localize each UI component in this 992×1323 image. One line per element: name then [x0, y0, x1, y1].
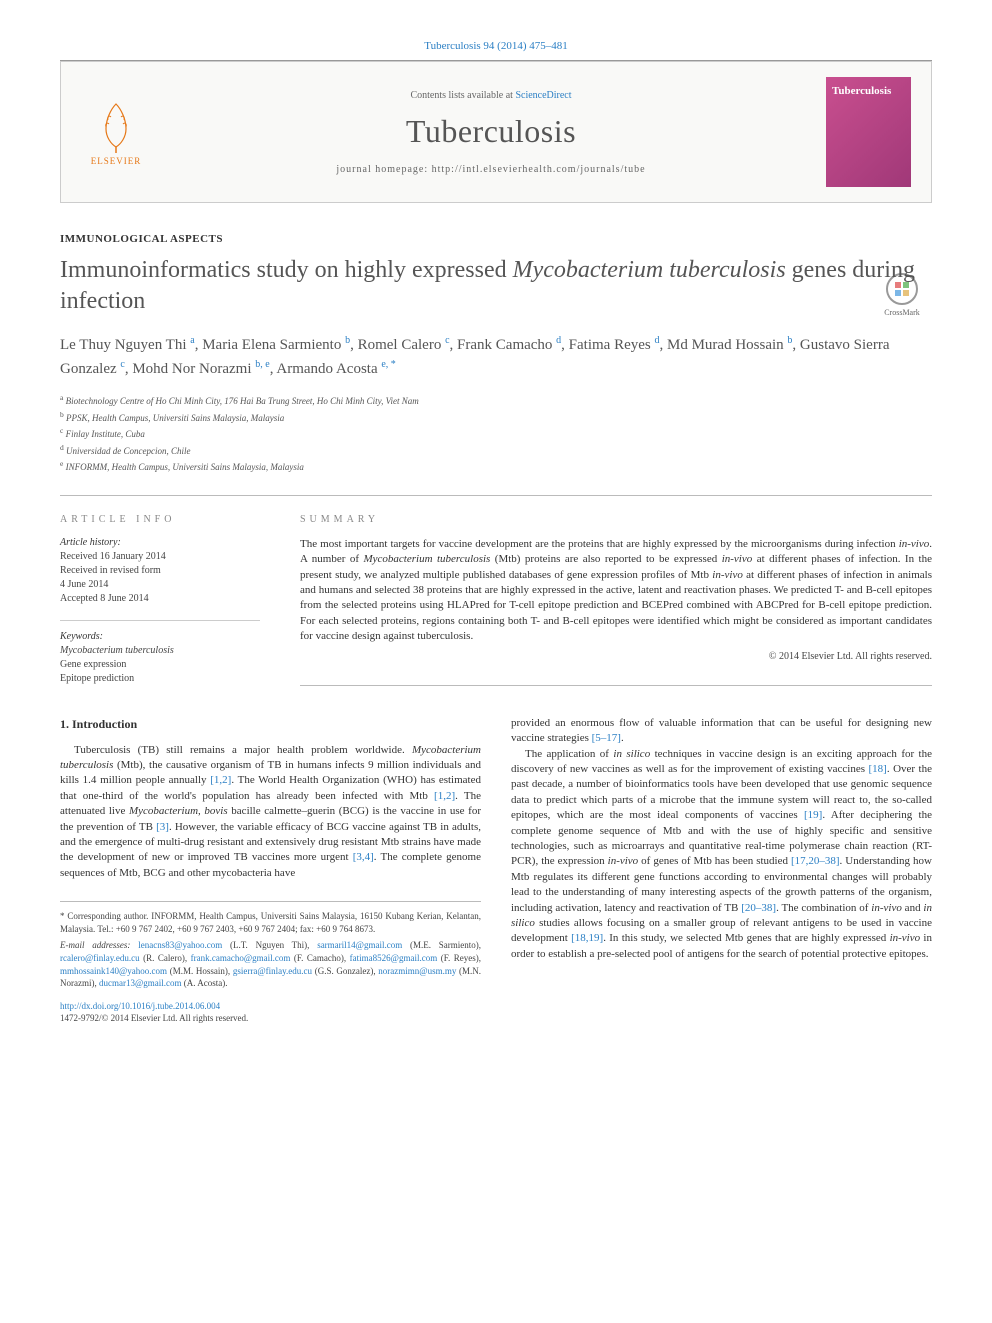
history-item: 4 June 2014: [60, 578, 260, 592]
journal-title: Tuberculosis: [171, 113, 811, 150]
summary-copyright: © 2014 Elsevier Ltd. All rights reserved…: [300, 651, 932, 662]
journal-homepage: journal homepage: http://intl.elsevierhe…: [171, 164, 811, 175]
cover-title: Tuberculosis: [832, 85, 891, 97]
affiliation-item: c Finlay Institute, Cuba: [60, 425, 932, 442]
doi-block: http://dx.doi.org/10.1016/j.tube.2014.06…: [60, 1000, 481, 1025]
divider: [60, 620, 260, 621]
affiliations-list: a Biotechnology Centre of Ho Chi Minh Ci…: [60, 392, 932, 475]
article-info-sidebar: ARTICLE INFO Article history: Received 1…: [60, 514, 260, 686]
elsevier-tree-icon: [91, 99, 141, 154]
journal-cover-thumbnail: Tuberculosis: [826, 77, 911, 187]
sciencedirect-link[interactable]: ScienceDirect: [515, 90, 571, 101]
emails-label: E-mail addresses:: [60, 940, 130, 950]
intro-heading: 1. Introduction: [60, 716, 481, 733]
elsevier-logo: ELSEVIER: [81, 92, 151, 172]
crossmark-label: CrossMark: [872, 308, 932, 317]
history-item: Received in revised form: [60, 564, 260, 578]
intro-para-2: provided an enormous flow of valuable in…: [511, 716, 932, 747]
corresponding-author-block: * Corresponding author. INFORMM, Health …: [60, 901, 481, 990]
contents-prefix: Contents lists available at: [410, 90, 515, 101]
journal-header: ELSEVIER Contents lists available at Sci…: [60, 61, 932, 203]
affiliation-item: e INFORMM, Health Campus, Universiti Sai…: [60, 458, 932, 475]
summary-heading: SUMMARY: [300, 514, 932, 525]
article-info-heading: ARTICLE INFO: [60, 514, 260, 525]
article-title: Immunoinformatics study on highly expres…: [60, 255, 932, 317]
affiliation-item: b PPSK, Health Campus, Universiti Sains …: [60, 409, 932, 426]
section-label: IMMUNOLOGICAL ASPECTS: [60, 233, 932, 245]
keywords-heading: Keywords:: [60, 631, 260, 642]
keyword-item: Mycobacterium tuberculosis: [60, 644, 260, 658]
corr-text: * Corresponding author. INFORMM, Health …: [60, 910, 481, 935]
column-left: 1. Introduction Tuberculosis (TB) still …: [60, 716, 481, 1025]
history-item: Received 16 January 2014: [60, 550, 260, 564]
history-heading: Article history:: [60, 537, 260, 548]
keyword-item: Gene expression: [60, 658, 260, 672]
column-right: provided an enormous flow of valuable in…: [511, 716, 932, 1025]
elsevier-label: ELSEVIER: [91, 156, 142, 166]
affiliation-item: a Biotechnology Centre of Ho Chi Minh Ci…: [60, 392, 932, 409]
keyword-item: Epitope prediction: [60, 672, 260, 686]
intro-para-3: The application of in silico techniques …: [511, 747, 932, 962]
summary-column: SUMMARY The most important targets for v…: [300, 514, 932, 686]
summary-text: The most important targets for vaccine d…: [300, 537, 932, 645]
issn-copyright: 1472-9792/© 2014 Elsevier Ltd. All right…: [60, 1013, 248, 1023]
citation-line: Tuberculosis 94 (2014) 475–481: [60, 40, 932, 52]
intro-para-1: Tuberculosis (TB) still remains a major …: [60, 743, 481, 882]
authors-list: Le Thuy Nguyen Thi a, Maria Elena Sarmie…: [60, 333, 932, 380]
doi-link[interactable]: http://dx.doi.org/10.1016/j.tube.2014.06…: [60, 1001, 220, 1011]
history-item: Accepted 8 June 2014: [60, 592, 260, 606]
contents-line: Contents lists available at ScienceDirec…: [171, 90, 811, 101]
affiliation-item: d Universidad de Concepcion, Chile: [60, 442, 932, 459]
